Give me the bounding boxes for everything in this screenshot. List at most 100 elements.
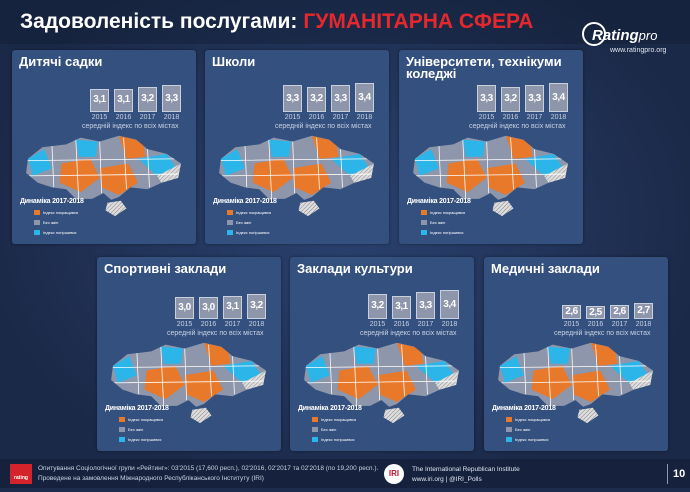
legend-swatch (119, 437, 125, 442)
bar (392, 295, 411, 319)
value-label: 3,2 (504, 93, 517, 105)
year-label: 2018 (635, 321, 652, 328)
legend-label: Без змін (236, 220, 252, 225)
legend-label: Індекс погіршився (321, 437, 355, 442)
legend-swatch (421, 210, 427, 215)
logo-suffix: pro (638, 28, 658, 43)
subtitle: середній індекс по всіх містах (554, 330, 651, 337)
year-label: 2018 (550, 114, 567, 121)
value-label: 3,2 (250, 300, 263, 312)
bar (525, 85, 544, 112)
year-label: 2016 (115, 114, 132, 121)
bar (549, 83, 568, 112)
bar (562, 304, 581, 319)
bar (247, 293, 266, 319)
legend-title: Динаміка 2017-2018 (298, 405, 362, 412)
chart-title: Заклади культури (297, 261, 413, 276)
legend-label: Індекс покращився (515, 417, 551, 422)
page-divider (667, 464, 668, 484)
bar (307, 86, 326, 112)
bar (138, 86, 157, 112)
bar (90, 88, 109, 112)
header-band (0, 0, 690, 44)
legend-title: Динаміка 2017-2018 (407, 198, 471, 205)
legend-label: Індекс погіршився (515, 437, 549, 442)
logo: Ratingpro (592, 27, 657, 44)
value-label: 2,6 (565, 305, 578, 317)
chart-panel: Медичні заклади 2,6 2015 2,5 2016 2,6 2017 2,7 2… (484, 257, 668, 451)
value-label: 3,1 (395, 301, 408, 313)
bar (331, 85, 350, 112)
legend-label: Індекс погіршився (430, 230, 464, 235)
value-label: 3,2 (371, 300, 384, 312)
bar (199, 297, 218, 319)
legend-swatch (312, 437, 318, 442)
legend-swatch (227, 220, 233, 225)
footer-band (0, 459, 690, 488)
value-label: 2,7 (637, 304, 650, 316)
legend-label: Без змін (515, 427, 531, 432)
legend-label: Без змін (430, 220, 446, 225)
year-label: 2017 (526, 114, 543, 121)
legend-swatch (506, 427, 512, 432)
value-label: 3,3 (334, 92, 347, 104)
value-label: 3,0 (178, 302, 191, 314)
bar (355, 83, 374, 112)
iri-logo: IRI (384, 464, 404, 484)
legend-label: Індекс покращився (236, 210, 272, 215)
value-label: 3,3 (286, 92, 299, 104)
footer-badge: rating (10, 464, 32, 484)
subtitle: середній індекс по всіх містах (360, 330, 457, 337)
chart-panel: Заклади культури 3,2 2015 3,1 2016 3,3 2017 3,4… (290, 257, 474, 451)
chart-title: Школи (212, 54, 256, 69)
legend-label: Індекс покращився (128, 417, 164, 422)
legend-title: Динаміка 2017-2018 (105, 405, 169, 412)
year-label: 2017 (417, 321, 434, 328)
year-label: 2015 (478, 114, 495, 121)
value-label: 3,4 (552, 91, 565, 103)
page-number: 10 (673, 468, 686, 480)
bar (223, 295, 242, 319)
year-label: 2017 (224, 321, 241, 328)
legend-label: Індекс покращився (43, 210, 79, 215)
logo-circle (582, 22, 606, 46)
year-label: 2016 (308, 114, 325, 121)
legend-title: Динаміка 2017-2018 (492, 405, 556, 412)
legend-title: Динаміка 2017-2018 (20, 198, 84, 205)
legend-swatch (312, 417, 318, 422)
chart-title: Медичні заклади (491, 261, 600, 276)
year-label: 2016 (587, 321, 604, 328)
value-label: 3,2 (310, 93, 323, 105)
iri-links: www.iri.org | @IRI_Polls (412, 476, 482, 483)
chart-panel: Дитячі садки 3,1 2015 3,1 2016 3,2 2017 3,3 2018… (12, 50, 196, 244)
chart-panel: Спортивні заклади 3,0 2015 3,0 2016 3,1 2017 3,… (97, 257, 281, 451)
value-label: 3,1 (93, 94, 106, 106)
year-label: 2017 (611, 321, 628, 328)
value-label: 2,5 (589, 306, 602, 318)
value-label: 3,2 (141, 93, 154, 105)
legend-swatch (312, 427, 318, 432)
legend-swatch (34, 220, 40, 225)
bar (114, 88, 133, 112)
year-label: 2018 (441, 321, 458, 328)
bar (634, 302, 653, 319)
chart-title: Спортивні заклади (104, 261, 227, 276)
year-label: 2016 (200, 321, 217, 328)
legend-swatch (34, 210, 40, 215)
subtitle: середній індекс по всіх містах (82, 123, 179, 130)
logo-name: Rating (592, 27, 639, 44)
value-label: 3,3 (528, 92, 541, 104)
value-label: 3,3 (419, 299, 432, 311)
bar (586, 306, 605, 319)
legend-label: Індекс покращився (321, 417, 357, 422)
legend-label: Індекс погіршився (128, 437, 162, 442)
chart-title: Дитячі садки (19, 54, 103, 69)
legend-label: Без змін (321, 427, 337, 432)
year-label: 2018 (248, 321, 265, 328)
legend-swatch (506, 417, 512, 422)
value-label: 3,4 (358, 91, 371, 103)
bar (501, 86, 520, 112)
subtitle: середній індекс по всіх містах (275, 123, 372, 130)
legend-label: Індекс погіршився (236, 230, 270, 235)
year-label: 2015 (91, 114, 108, 121)
